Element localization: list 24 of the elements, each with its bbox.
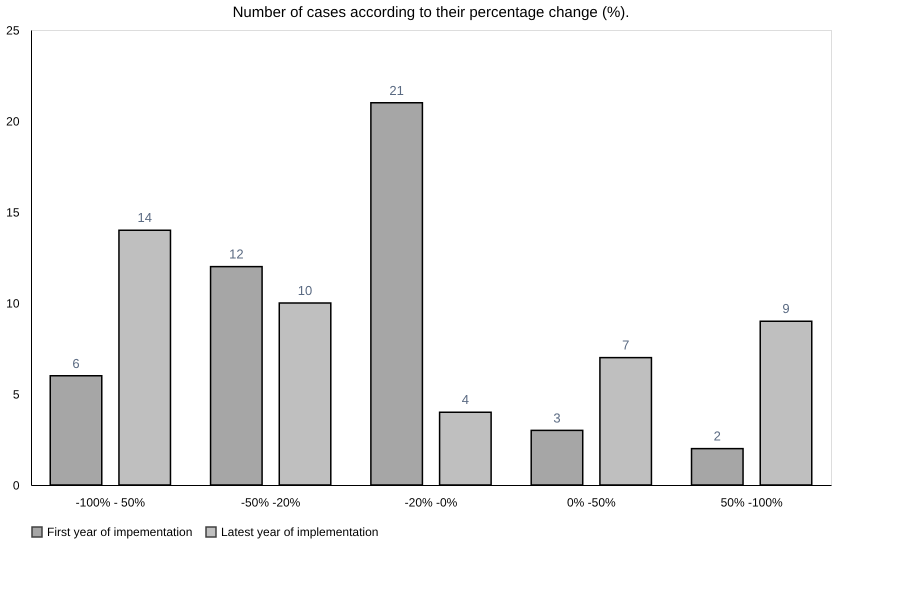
- data-label: 21: [389, 82, 404, 98]
- data-label: 2: [714, 428, 721, 444]
- y-tick-label: 20: [6, 114, 20, 128]
- y-tick-label: 0: [12, 478, 20, 492]
- data-label: 10: [298, 283, 312, 298]
- legend-label: Latest year of implementation: [221, 525, 378, 539]
- legend-label: First year of impementation: [47, 525, 192, 539]
- y-tick-label: 5: [12, 388, 20, 402]
- data-label: 7: [622, 338, 630, 353]
- x-tick-label: 50% -100%: [720, 496, 783, 510]
- data-label: 3: [553, 410, 561, 426]
- x-tick-label: -50% -20%: [240, 496, 301, 510]
- y-tick-label: 25: [6, 24, 20, 38]
- x-tick-label: -20% -0%: [404, 496, 458, 510]
- chart-title: Number of cases according to their percentage change (%).: [232, 4, 630, 21]
- data-label: 12: [229, 246, 244, 262]
- data-label: 14: [137, 210, 152, 226]
- x-tick-label: -100% - 50%: [76, 496, 146, 510]
- x-tick-label: 0% -50%: [566, 496, 616, 510]
- data-label: 9: [782, 301, 790, 316]
- y-tick-label: 15: [6, 206, 20, 220]
- y-tick-label: 10: [6, 296, 20, 310]
- data-label: 4: [462, 392, 469, 408]
- data-label: 6: [72, 356, 80, 371]
